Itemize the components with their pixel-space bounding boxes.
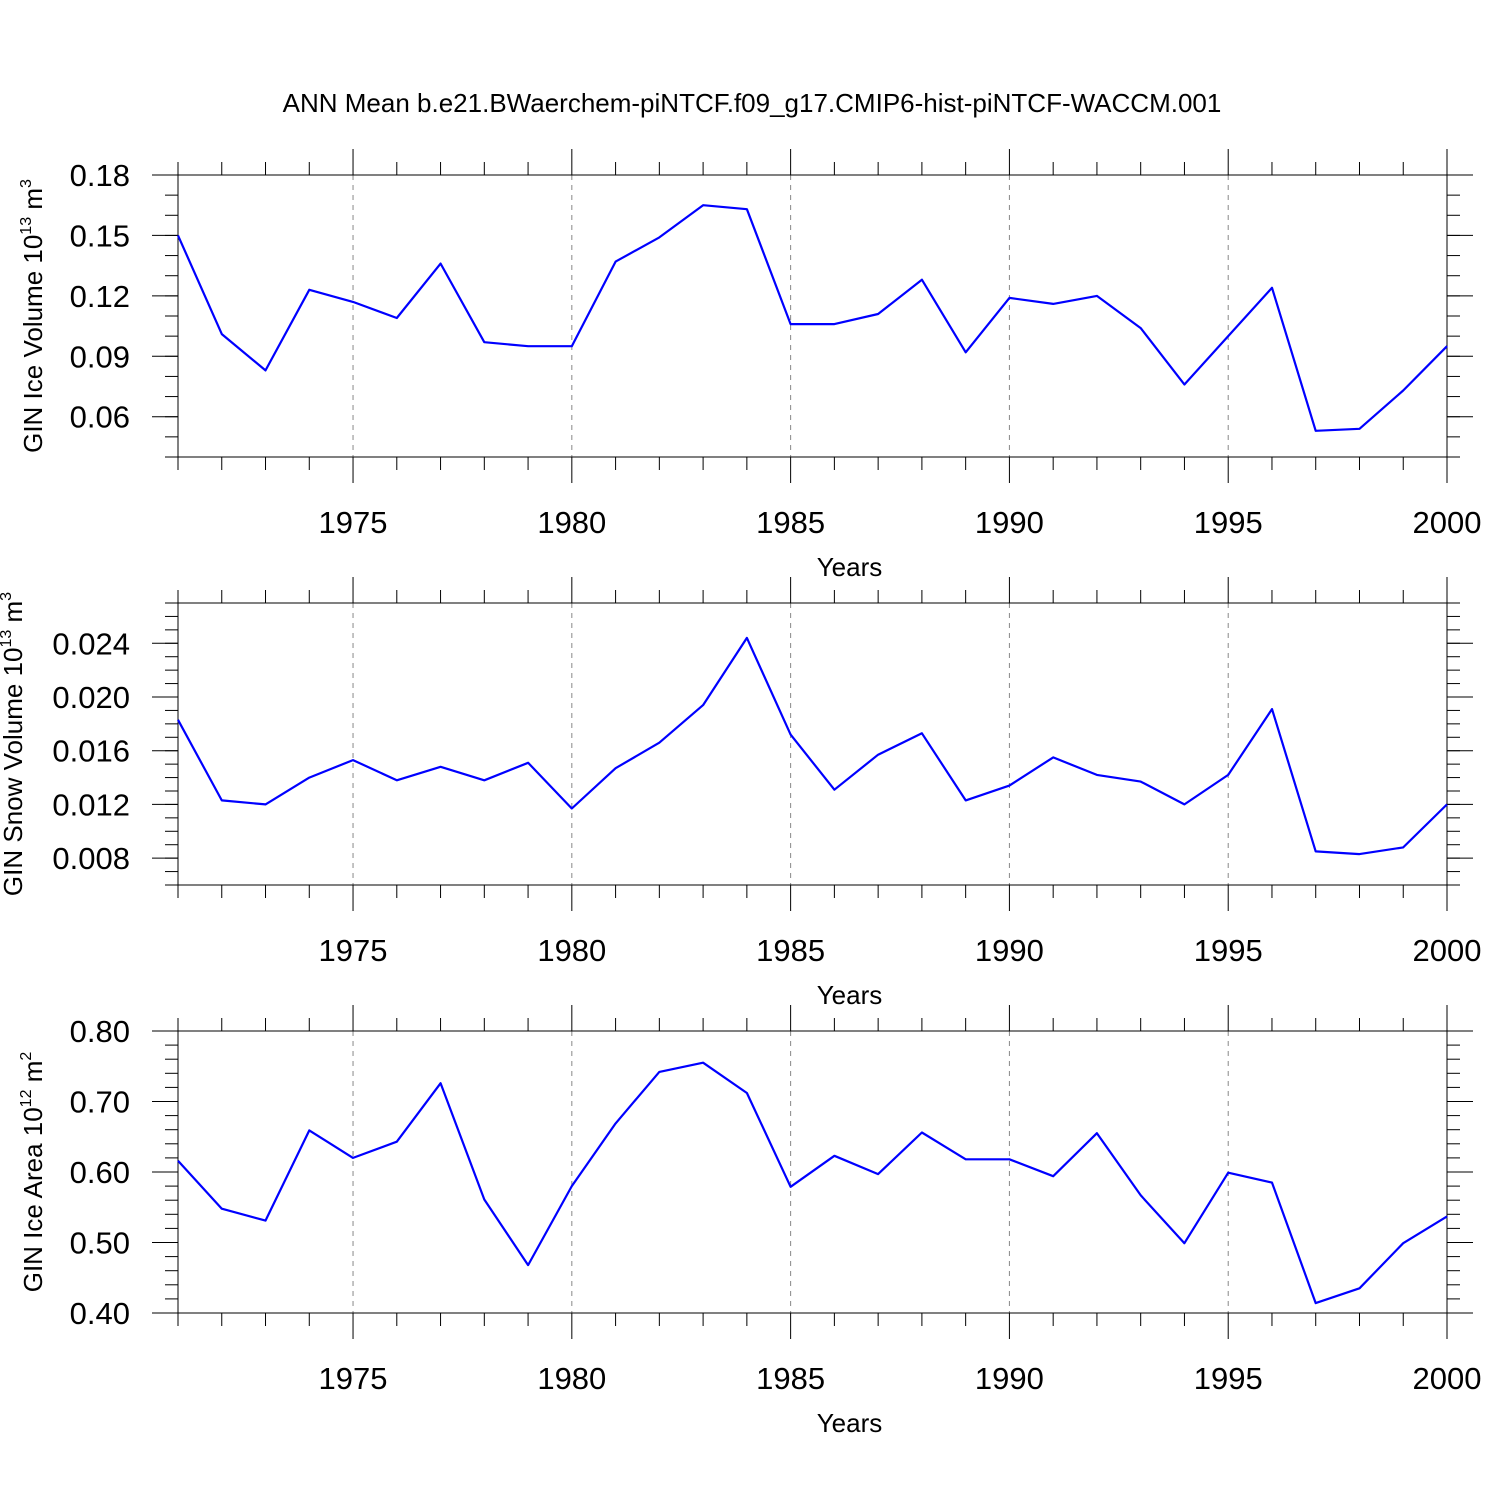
y-tick-label: 0.008 [52, 841, 130, 876]
x-axis-title: Years [817, 552, 883, 582]
x-tick-label: 1990 [975, 505, 1044, 540]
y-axis-title: GIN Ice Volume 1013 m3 [18, 179, 48, 453]
x-axis-title: Years [817, 1408, 883, 1438]
y-tick-label: 0.18 [70, 158, 130, 193]
y-axis-title-unit-exponent: 3 [0, 592, 15, 601]
panel-ice-area: 0.40 0.50 0.60 0.70 0.80 1975 1980 1985 1990 1995… [18, 1005, 1481, 1438]
panel-snow-volume: 0.008 0.012 0.016 0.020 0.024 1975 1980 1985 199… [0, 577, 1481, 1010]
x-tick-label: 1980 [537, 505, 606, 540]
y-axis-title-main: GIN Ice Volume 10 [18, 235, 48, 453]
x-tick-label: 1990 [975, 933, 1044, 968]
y-tick-label: 0.12 [70, 279, 130, 314]
y-tick-label: 0.012 [52, 787, 130, 822]
y-tick-label: 0.020 [52, 680, 130, 715]
y-axis-title-main: GIN Ice Area 10 [18, 1107, 48, 1292]
x-tick-label: 1975 [319, 933, 388, 968]
y-tick-label: 0.016 [52, 734, 130, 769]
y-axis-title-exponent: 12 [18, 1089, 35, 1107]
y-axis-title-unit-exponent: 2 [18, 1052, 35, 1061]
y-axis-title-unit: m [18, 1061, 48, 1090]
y-tick-label: 0.024 [52, 626, 130, 661]
series-line [177, 636, 1448, 856]
y-tick-label: 0.50 [70, 1226, 130, 1261]
y-axis-title-exponent: 13 [0, 630, 15, 648]
y-axis-title: GIN Ice Area 1012 m2 [18, 1052, 48, 1293]
x-tick-label: 1990 [975, 1361, 1044, 1396]
x-tick-label: 2000 [1413, 933, 1482, 968]
y-axis-title-exponent: 13 [18, 217, 35, 235]
y-axis-title-unit: m [18, 188, 48, 217]
y-tick-label: 0.80 [70, 1014, 130, 1049]
x-tick-label: 1985 [756, 505, 825, 540]
x-tick-label: 1985 [756, 933, 825, 968]
series-line [176, 204, 1448, 432]
x-tick-label: 2000 [1413, 505, 1482, 540]
x-axis-title: Years [817, 980, 883, 1010]
y-tick-label: 0.70 [70, 1085, 130, 1120]
series-line [177, 1061, 1448, 1305]
y-tick-label: 0.09 [70, 339, 130, 374]
y-axis-title-unit-exponent: 3 [18, 179, 35, 188]
y-tick-label: 0.06 [70, 400, 130, 435]
y-axis-title-unit: m [0, 601, 28, 630]
x-tick-label: 1980 [537, 1361, 606, 1396]
x-tick-label: 2000 [1413, 1361, 1482, 1396]
y-tick-label: 0.40 [70, 1296, 130, 1331]
panel-ice-volume: 0.06 0.09 0.12 0.15 0.18 1975 1980 1985 1990 1995… [18, 149, 1481, 582]
x-tick-label: 1985 [756, 1361, 825, 1396]
y-tick-label: 0.60 [70, 1155, 130, 1190]
x-tick-label: 1995 [1194, 933, 1263, 968]
x-tick-label: 1995 [1194, 505, 1263, 540]
y-axis-title-main: GIN Snow Volume 10 [0, 648, 28, 897]
x-tick-label: 1980 [537, 933, 606, 968]
figure-title: ANN Mean b.e21.BWaerchem-piNTCF.f09_g17.… [283, 88, 1222, 118]
x-tick-label: 1975 [319, 505, 388, 540]
x-tick-label: 1975 [319, 1361, 388, 1396]
plot-frame [177, 602, 1448, 886]
x-tick-label: 1995 [1194, 1361, 1263, 1396]
y-axis-title: GIN Snow Volume 1013 m3 [0, 592, 28, 896]
y-tick-label: 0.15 [70, 218, 130, 253]
